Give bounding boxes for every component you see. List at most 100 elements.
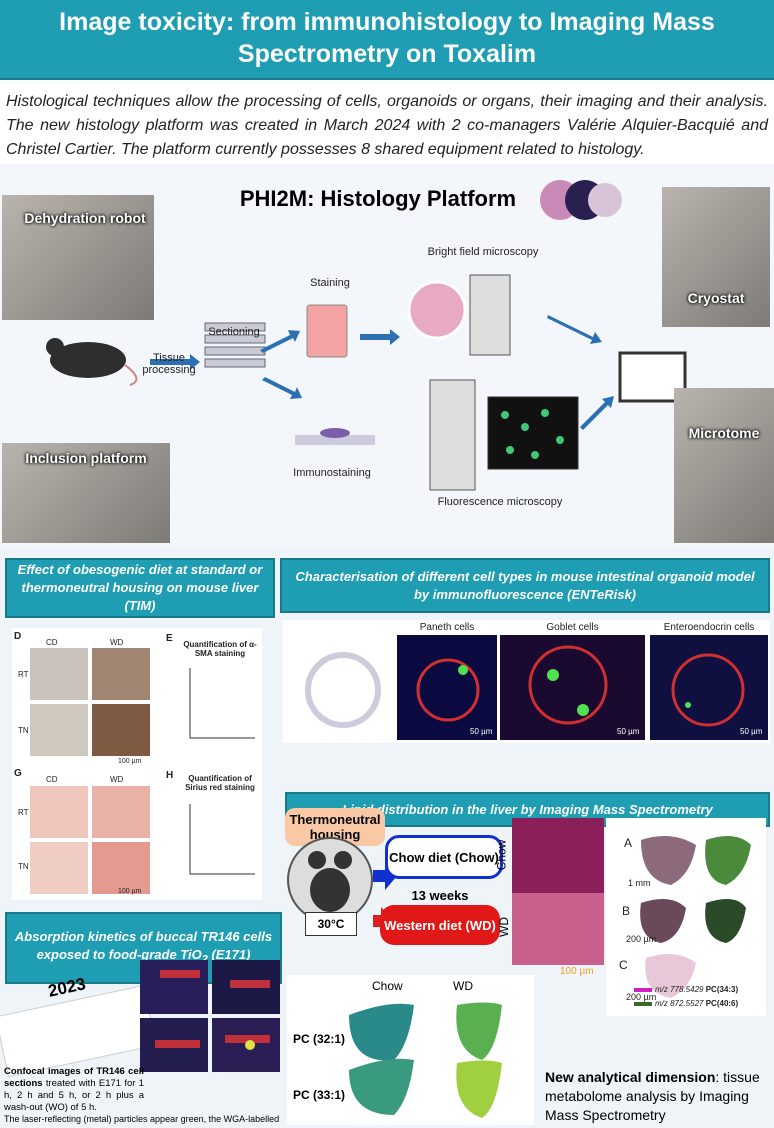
organoid-images bbox=[305, 635, 768, 740]
text: 2 bbox=[201, 953, 208, 966]
platform-title: PHI2M: Histology Platform bbox=[239, 186, 517, 211]
chart-title: Quantification of α-SMA staining bbox=[183, 640, 257, 658]
header: Image toxicity: from immunohistology to … bbox=[0, 0, 774, 80]
panel-letter: B bbox=[622, 904, 631, 918]
microscope bbox=[469, 274, 511, 356]
chow-box: Chow diet (Chow) bbox=[385, 835, 503, 879]
pc-maps bbox=[349, 1002, 502, 1118]
ims-sections bbox=[634, 836, 751, 1006]
tissue bbox=[30, 648, 150, 894]
mouse bbox=[50, 342, 126, 378]
intro-bg bbox=[0, 80, 774, 164]
title: Image toxicity: from immunohistology to … bbox=[59, 8, 715, 68]
group-label: WD bbox=[110, 775, 124, 784]
photo bbox=[2, 443, 170, 543]
photo-label: Cryostat bbox=[687, 290, 745, 306]
section-header: Effect of obesogenic diet at standard or… bbox=[5, 558, 275, 618]
bright-field-image bbox=[407, 280, 467, 340]
step-label: Fluorescence microscopy bbox=[437, 496, 563, 508]
photo bbox=[2, 195, 154, 320]
photo-label: Microtome bbox=[688, 425, 760, 441]
mouse-tail bbox=[124, 364, 138, 386]
photo bbox=[674, 388, 774, 543]
step-label: Immunostaining bbox=[293, 467, 371, 479]
text: (E171) bbox=[211, 946, 251, 962]
scale: 200 µm bbox=[626, 992, 657, 1002]
scale: 50 µm bbox=[617, 727, 640, 736]
cell-label: Enteroendocrin cells bbox=[663, 622, 755, 633]
caption: Confocal images of TR146 cell sections t… bbox=[4, 1066, 144, 1114]
chart-title: Quantification of Sirius red staining bbox=[185, 774, 255, 792]
panel-letter: E bbox=[166, 633, 173, 644]
text: Absorption kinetics of buccal TR146 cell… bbox=[14, 928, 273, 962]
text: treated with E171 for 1 h, 2 h and 5 h, … bbox=[4, 1078, 145, 1113]
housing-label: TN bbox=[18, 726, 29, 735]
slides bbox=[204, 322, 266, 368]
duration: 13 weeks bbox=[411, 888, 469, 903]
text: New analytical dimension bbox=[545, 1069, 716, 1085]
panel-letter: C bbox=[619, 958, 628, 972]
legend-entry: m/z 872.5527 PC(40:6) bbox=[655, 999, 738, 1008]
column-label: WD bbox=[453, 979, 473, 993]
text: m/z 778.5429 bbox=[655, 985, 704, 994]
step-label: Tissue processing bbox=[142, 352, 196, 376]
mouse bbox=[46, 338, 64, 356]
immuno-spot bbox=[320, 428, 350, 438]
intro: Histological techniques allow the proces… bbox=[6, 93, 768, 158]
cell-label: Goblet cells bbox=[546, 622, 599, 633]
scale: 50 µm bbox=[740, 727, 763, 736]
plot-axes bbox=[189, 668, 255, 875]
image-label: WD bbox=[497, 917, 511, 937]
section-header: Characterisation of different cell types… bbox=[280, 558, 770, 613]
caption: The laser-reflecting (metal) particles a… bbox=[4, 1114, 280, 1124]
staining-jar bbox=[306, 304, 348, 358]
photo bbox=[662, 187, 770, 327]
housing-label: RT bbox=[18, 808, 29, 817]
housing-label: TN bbox=[18, 862, 29, 871]
row-label: PC (33:1) bbox=[293, 1088, 346, 1102]
row-label: PC (32:1) bbox=[293, 1032, 346, 1046]
photo-label: Dehydration robot bbox=[24, 210, 146, 226]
panel-letter: H bbox=[166, 770, 174, 781]
step-label: Sectioning bbox=[208, 326, 260, 338]
panel-letter: A bbox=[624, 836, 633, 850]
microscope bbox=[429, 379, 476, 491]
lipid-diagram bbox=[287, 837, 397, 935]
arrows bbox=[150, 315, 614, 430]
step-label: Staining bbox=[310, 277, 350, 289]
scale: 50 µm bbox=[470, 727, 493, 736]
conclusion: New analytical dimension: tissue metabol… bbox=[545, 1069, 760, 1123]
column-label: Chow bbox=[372, 979, 403, 993]
scale: 200 µm bbox=[626, 934, 657, 944]
scale: 100 µm bbox=[118, 758, 142, 765]
legend-entry: m/z 778.5429 PC(34:3) bbox=[655, 985, 738, 994]
cells bbox=[501, 409, 564, 459]
group-label: CD bbox=[46, 775, 58, 784]
panel-letter: D bbox=[14, 631, 22, 642]
scale: 100 µm bbox=[118, 888, 142, 895]
group-label: WD bbox=[110, 638, 124, 647]
housing-box: Thermoneutral housing bbox=[285, 808, 385, 846]
icon bbox=[588, 183, 622, 217]
western-box: Western diet (WD) bbox=[380, 905, 500, 945]
step-label: Bright field microscopy bbox=[427, 246, 539, 258]
text: m/z 872.5527 bbox=[655, 999, 704, 1008]
ims-image bbox=[512, 818, 604, 893]
paper-image bbox=[0, 984, 157, 1078]
housing-label: RT bbox=[18, 670, 29, 679]
text: Confocal images of TR146 cell sections bbox=[4, 1066, 144, 1089]
header-text: Absorption kinetics of buccal TR146 cell… bbox=[13, 928, 274, 969]
platform-diagram bbox=[46, 180, 687, 491]
group-label: CD bbox=[46, 638, 58, 647]
text: PC(40:6) bbox=[705, 999, 739, 1008]
immuno-slide bbox=[295, 435, 375, 445]
text: PC(34:3) bbox=[705, 985, 739, 994]
temperature: 30°C bbox=[305, 912, 357, 936]
image-label: Chow bbox=[494, 839, 509, 871]
panel-letter: G bbox=[14, 768, 22, 779]
confocal-images bbox=[140, 960, 280, 1072]
ims-image bbox=[512, 893, 604, 965]
photo-label: Inclusion platform bbox=[25, 450, 147, 466]
text: tissue metabolome analysis by Imaging Ma… bbox=[545, 1069, 760, 1123]
